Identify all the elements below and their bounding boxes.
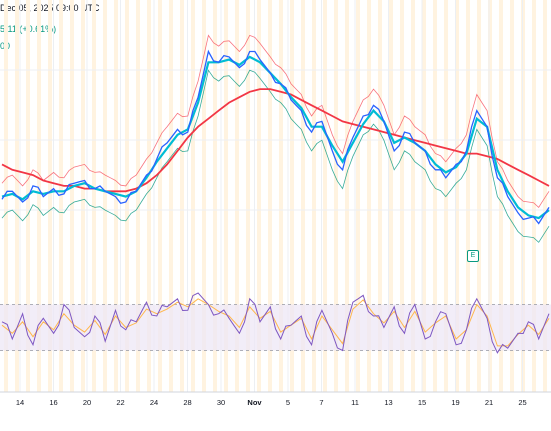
session-stripe [92, 0, 96, 392]
x-tick-label: 25 [518, 398, 526, 407]
session-stripe [389, 0, 393, 392]
session-stripe [400, 0, 404, 392]
x-tick-label: 13 [384, 398, 392, 407]
session-stripe [169, 0, 173, 392]
x-tick-label: 5 [286, 398, 290, 407]
session-stripe [180, 0, 184, 392]
session-stripe [48, 0, 52, 392]
session-stripe [81, 0, 85, 392]
earnings-icon[interactable]: E [467, 250, 479, 262]
x-tick-label: 15 [418, 398, 426, 407]
session-stripe [235, 0, 239, 392]
x-tick-label: 24 [150, 398, 158, 407]
x-tick-label: 11 [351, 398, 359, 407]
session-stripe [59, 0, 63, 392]
x-tick-label: 21 [485, 398, 493, 407]
session-stripe [323, 0, 327, 392]
session-stripe [411, 0, 415, 392]
session-stripe [312, 0, 316, 392]
session-stripe [422, 0, 426, 392]
x-tick-label: 19 [451, 398, 459, 407]
session-stripe [136, 0, 140, 392]
session-stripe [543, 0, 547, 392]
session-stripe [103, 0, 107, 392]
session-stripe [477, 0, 481, 392]
session-stripe [433, 0, 437, 392]
lower-band-line [1, 69, 550, 243]
rsi-line [1, 292, 550, 354]
x-tick-label: 16 [49, 398, 57, 407]
session-stripe [488, 0, 492, 392]
session-stripe [147, 0, 151, 392]
x-tick-label: 22 [116, 398, 124, 407]
session-stripe [191, 0, 195, 392]
x-tick-label: 28 [183, 398, 191, 407]
session-stripe [455, 0, 459, 392]
session-stripe [345, 0, 349, 392]
session-stripe [279, 0, 283, 392]
session-stripe [334, 0, 338, 392]
session-stripe [70, 0, 74, 392]
session-stripe [37, 0, 41, 392]
session-stripe [466, 0, 470, 392]
x-tick-label: 14 [16, 398, 24, 407]
x-tick-label: 7 [319, 398, 323, 407]
rsi-pane [0, 292, 551, 354]
price-line [1, 49, 550, 225]
session-stripe [532, 0, 536, 392]
session-stripe [158, 0, 162, 392]
session-stripe [499, 0, 503, 392]
session-stripe [290, 0, 294, 392]
session-stripe [224, 0, 228, 392]
session-stripe [202, 0, 206, 392]
session-stripe [268, 0, 272, 392]
x-tick-label: 20 [83, 398, 91, 407]
session-stripe [246, 0, 250, 392]
fast-ma-line [1, 55, 550, 220]
x-tick-label: Nov [247, 398, 262, 407]
upper-band-line [1, 34, 550, 209]
session-stripe [301, 0, 305, 392]
session-stripe [257, 0, 261, 392]
main-pane [1, 34, 550, 243]
session-stripe [114, 0, 118, 392]
session-stripe [367, 0, 371, 392]
x-axis: 14 16 20 22 24 28 30 Nov 5 7 11 13 15 19 21 25 [0, 391, 551, 407]
session-stripe [356, 0, 360, 392]
session-stripe [213, 0, 217, 392]
x-tick-label: 30 [217, 398, 225, 407]
session-stripe [378, 0, 382, 392]
